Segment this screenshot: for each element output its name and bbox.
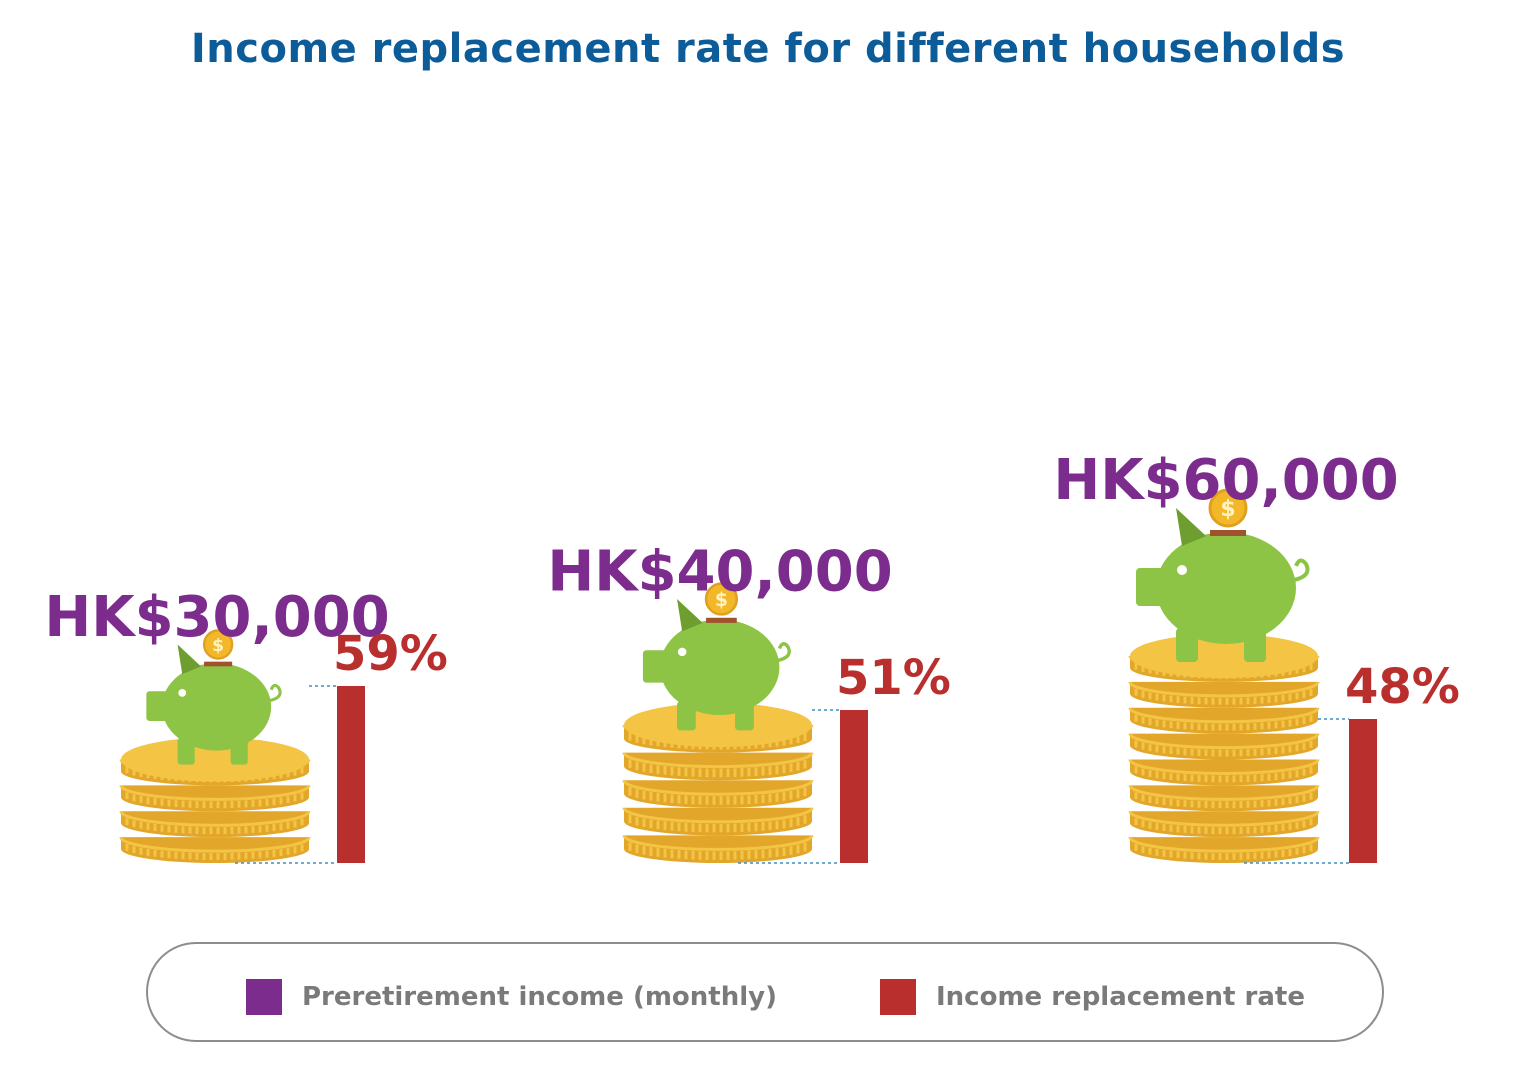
dollar-coin-icon — [202, 629, 234, 660]
coin-rim — [119, 784, 311, 801]
coin-rim — [1128, 836, 1320, 853]
pig-tail — [1293, 558, 1310, 582]
pig-ear — [177, 644, 201, 675]
legend-swatch-rate — [880, 979, 916, 1015]
legend-label-rate: Income replacement rate — [936, 982, 1305, 1012]
pig-tail — [777, 642, 791, 663]
chart-title: Income replacement rate for different ho… — [190, 26, 1346, 72]
income-label-2: HK$40,000 — [547, 539, 892, 604]
dollar-sign: $ — [1220, 497, 1235, 522]
coin-rim — [622, 835, 814, 851]
pig-body — [659, 619, 780, 716]
pig-body — [1156, 532, 1296, 644]
pig-eye — [178, 688, 187, 697]
piggy-bank-icon: $ — [1136, 488, 1310, 662]
rate-bar-3 — [1349, 719, 1377, 863]
coin-rim — [622, 779, 814, 796]
coin-rim — [119, 810, 311, 827]
coin-rim — [1128, 733, 1320, 750]
dollar-coin-icon — [1208, 488, 1248, 528]
coin-stack-1 — [119, 737, 311, 863]
coin-rim — [1128, 759, 1320, 775]
coin-rim — [622, 752, 814, 769]
pig-slot — [204, 661, 233, 667]
pig-slot — [1210, 530, 1246, 536]
pig-tail — [269, 683, 282, 703]
coin-rim — [1128, 810, 1320, 827]
pig-body — [161, 663, 272, 751]
legend-item-income: Preretirement income (monthly) — [246, 979, 777, 1015]
coin-rim — [1128, 681, 1320, 698]
coin-rim — [119, 836, 311, 853]
income-label-3: HK$60,000 — [1053, 448, 1398, 513]
pig-snout — [642, 650, 669, 683]
rate-label-1: 59% — [333, 626, 448, 682]
pig-snout — [146, 691, 170, 721]
rate-bar-1 — [337, 686, 365, 863]
legend-label-income: Preretirement income (monthly) — [302, 982, 777, 1012]
piggy-bank-icon: $ — [642, 582, 791, 731]
dollar-coin-icon — [704, 582, 739, 616]
piggy-bank-icon: $ — [146, 629, 282, 765]
pig-ear — [1176, 508, 1206, 546]
pig-snout — [1136, 568, 1166, 606]
coin-stack-3 — [1128, 634, 1320, 863]
rate-bar-2 — [840, 710, 868, 863]
pig-ear — [677, 599, 703, 632]
pig-eye — [1177, 565, 1187, 575]
rate-label-3: 48% — [1345, 659, 1460, 715]
legend-item-rate: Income replacement rate — [880, 979, 1305, 1015]
rate-label-2: 51% — [836, 650, 951, 706]
coin-top — [624, 703, 812, 747]
pig-eye — [677, 647, 687, 657]
pig-slot — [706, 617, 737, 623]
legend-swatch-income — [246, 979, 282, 1015]
dollar-sign: $ — [715, 590, 728, 611]
dollar-sign: $ — [212, 636, 224, 656]
coin-rim — [622, 807, 814, 824]
coin-rim — [1128, 707, 1320, 724]
coin-top — [121, 737, 309, 782]
legend: Preretirement income (monthly) Income re… — [146, 942, 1384, 1042]
coin-stack-2 — [622, 703, 814, 863]
coin-rim — [1128, 784, 1320, 801]
income-label-1: HK$30,000 — [44, 585, 389, 650]
